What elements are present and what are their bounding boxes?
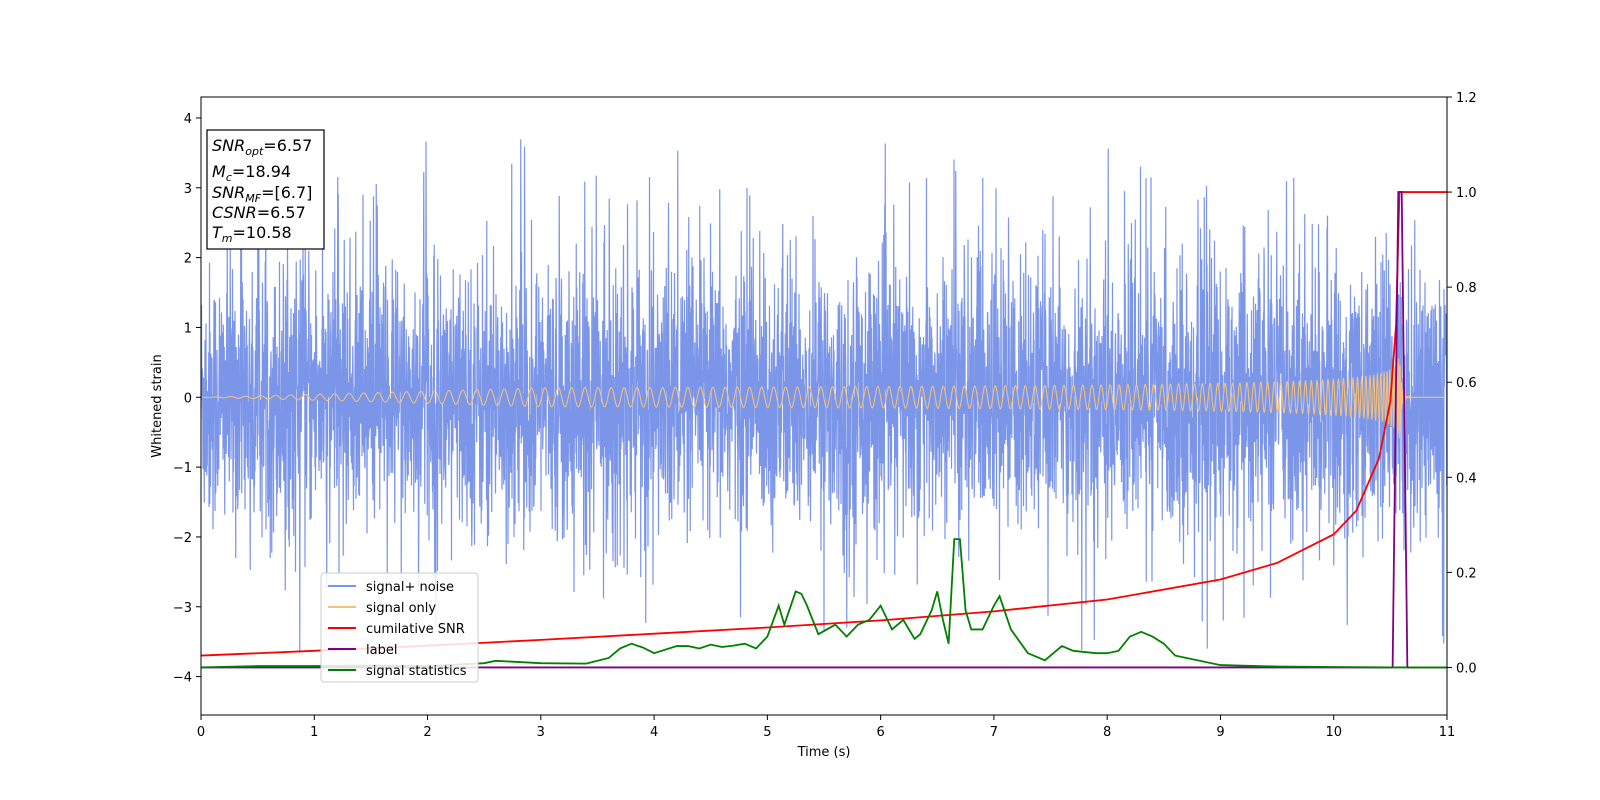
x-tick-label: 5 — [763, 725, 771, 740]
annotation-symbol: M — [212, 162, 226, 181]
y2-tick-label: 1.0 — [1456, 186, 1477, 201]
y-tick-label: −4 — [173, 671, 192, 686]
x-tick-label: 3 — [537, 725, 545, 740]
y-axis-label: Whitened strain — [150, 354, 165, 457]
legend-label: signal+ noise — [366, 580, 454, 595]
legend-label: cumilative SNR — [366, 622, 465, 637]
x-tick-label: 2 — [423, 725, 431, 740]
annotation-subscript: m — [222, 232, 233, 245]
signal-statistics-line — [201, 538, 1447, 669]
annotation-subscript: MF — [245, 192, 261, 205]
annotation-symbol: SNR — [212, 136, 245, 155]
annotation-symbol: SNR — [212, 183, 245, 202]
legend-frame — [320, 572, 479, 683]
x-tick-label: 6 — [876, 725, 884, 740]
cumulative-snr-line — [201, 191, 1447, 657]
y2-tick-label: 0.6 — [1456, 376, 1477, 391]
y-tick-label: −2 — [173, 531, 192, 546]
annotation-frame — [206, 129, 325, 250]
y2-tick-label: 1.2 — [1456, 91, 1477, 106]
x-tick-label: 10 — [1325, 725, 1342, 740]
annotation-line: CSNR=6.57 — [212, 203, 306, 222]
x-axis-ticks: 0 1 2 3 4 5 6 7 8 9 10 11 — [197, 715, 1455, 740]
annotation-value: =[6.7] — [261, 183, 312, 202]
y-tick-label: −1 — [173, 461, 192, 476]
right-y-axis-ticks: 1.2 1.0 0.8 0.6 0.4 0.2 0.0 — [1447, 91, 1477, 676]
y2-tick-label: 0.4 — [1456, 471, 1477, 486]
y-tick-label: 3 — [184, 182, 192, 197]
x-tick-label: 4 — [650, 725, 658, 740]
plot-area — [201, 139, 1447, 669]
y2-tick-label: 0.8 — [1456, 281, 1477, 296]
legend: signal+ noise signal only cumilative SNR la… — [320, 572, 479, 683]
annotation-value: =10.58 — [233, 223, 292, 242]
y-tick-label: 2 — [184, 252, 192, 267]
y-tick-label: 4 — [184, 112, 192, 127]
left-y-axis-ticks: 4 3 2 1 0 −1 −2 −3 −4 — [173, 112, 201, 686]
x-tick-label: 0 — [197, 725, 205, 740]
annotation-value: =18.94 — [232, 162, 291, 181]
annotation-line: Tm=10.58 — [212, 223, 292, 245]
parameter-annotation-box: SNRopt=6.57Mc=18.94SNRMF=[6.7]CSNR=6.57T… — [206, 129, 325, 250]
annotation-line: SNRMF=[6.7] — [212, 183, 312, 205]
annotation-subscript: opt — [245, 145, 264, 158]
y-tick-label: 0 — [184, 391, 192, 406]
annotation-value: =6.57 — [257, 203, 306, 222]
x-tick-label: 9 — [1216, 725, 1224, 740]
x-tick-label: 8 — [1103, 725, 1111, 740]
signal-only-series — [201, 358, 1447, 439]
annotation-line: Mc=18.94 — [212, 162, 291, 184]
legend-label: label — [366, 643, 397, 658]
annotation-value: =6.57 — [263, 136, 312, 155]
annotation-symbol: T — [212, 223, 223, 242]
x-tick-label: 1 — [310, 725, 318, 740]
y-tick-label: −3 — [173, 601, 192, 616]
y2-tick-label: 0.0 — [1456, 661, 1477, 676]
legend-label: signal statistics — [366, 664, 467, 679]
signal-only-line — [201, 358, 1447, 439]
annotation-symbol: CSNR — [212, 203, 257, 222]
annotation-subscript: c — [226, 171, 232, 184]
x-axis-label: Time (s) — [797, 745, 851, 760]
y2-tick-label: 0.2 — [1456, 566, 1477, 581]
y-tick-label: 1 — [184, 321, 192, 336]
plot-frame — [200, 96, 1448, 716]
x-tick-label: 7 — [990, 725, 998, 740]
legend-label: signal only — [366, 601, 436, 616]
x-tick-label: 11 — [1439, 725, 1456, 740]
annotation-line: SNRopt=6.57 — [212, 136, 312, 158]
